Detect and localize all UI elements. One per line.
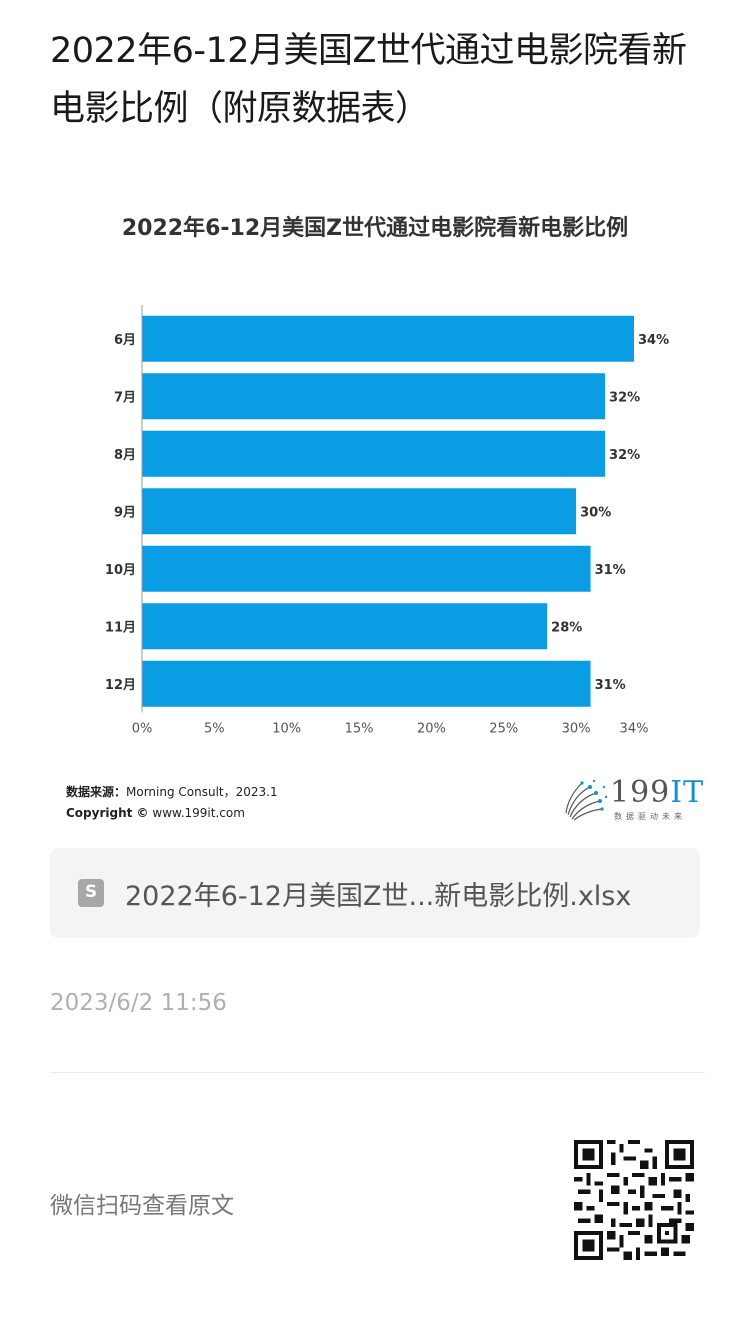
bar xyxy=(142,430,606,477)
spreadsheet-file-icon: S xyxy=(78,879,104,907)
publish-timestamp: 2023/6/2 11:56 xyxy=(50,990,227,1016)
logo-wordmark: 199IT xyxy=(610,775,705,810)
data-label: 32% xyxy=(609,390,640,405)
x-tick-label: 20% xyxy=(417,722,446,737)
copyright-label: Copyright © xyxy=(66,806,149,820)
bar xyxy=(142,373,606,420)
bar xyxy=(142,545,591,592)
source-label: 数据来源： xyxy=(66,785,127,799)
chart-source: 数据来源：Morning Consult，2023.1 Copyright © … xyxy=(66,782,278,824)
y-tick-label: 10月 xyxy=(105,563,136,578)
y-tick-label: 6月 xyxy=(114,333,136,348)
bar xyxy=(142,488,577,535)
data-label: 34% xyxy=(638,333,669,348)
divider xyxy=(50,1072,705,1073)
bar xyxy=(142,603,548,650)
y-tick-label: 9月 xyxy=(114,505,136,520)
article-title: 2022年6-12月美国Z世代通过电影院看新电影比例（附原数据表） xyxy=(50,31,687,129)
x-tick-label: 30% xyxy=(562,722,591,737)
data-label: 31% xyxy=(595,678,626,693)
x-tick-label: 10% xyxy=(272,722,301,737)
199it-logo: 199IT 数据驱动未来 xyxy=(560,775,703,825)
bar xyxy=(142,315,634,362)
attachment-card[interactable]: S 2022年6-12月美国Z世...新电影比例.xlsx xyxy=(50,848,700,938)
source-text: Morning Consult，2023.1 xyxy=(126,785,278,799)
x-tick-label: 5% xyxy=(204,722,225,737)
x-tick-label: 25% xyxy=(489,722,518,737)
x-tick-label: 0% xyxy=(132,722,153,737)
x-tick-label: 34% xyxy=(620,722,649,737)
logo-slogan: 数据驱动未来 xyxy=(614,812,686,821)
attachment-file-name: 2022年6-12月美国Z世...新电影比例.xlsx xyxy=(125,881,632,912)
bar xyxy=(142,660,591,707)
logo-burst-icon xyxy=(565,779,608,821)
copyright-text: www.199it.com xyxy=(152,806,245,820)
scan-prompt: 微信扫码查看原文 xyxy=(50,1193,234,1219)
qr-code[interactable] xyxy=(574,1140,694,1260)
y-tick-label: 7月 xyxy=(114,390,136,405)
bar-chart: 6月 34% 7月 32% 8月 32% 9月 30% 10月 31% 11月 28% 12月 31% 0%… xyxy=(105,305,669,737)
y-tick-label: 8月 xyxy=(114,448,136,463)
y-tick-label: 11月 xyxy=(105,620,136,635)
y-tick-label: 12月 xyxy=(105,678,136,693)
chart-title: 2022年6-12月美国Z世代通过电影院看新电影比例 xyxy=(121,216,629,241)
data-label: 28% xyxy=(551,620,582,635)
data-label: 30% xyxy=(580,505,611,520)
data-label: 31% xyxy=(595,563,626,578)
x-tick-label: 15% xyxy=(345,722,374,737)
data-label: 32% xyxy=(609,448,640,463)
